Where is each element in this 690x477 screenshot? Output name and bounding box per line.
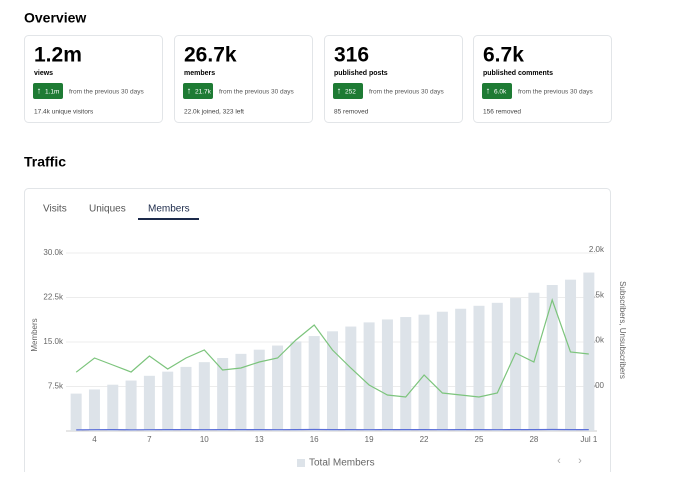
bar xyxy=(419,315,430,431)
stat-footer: 17.4k unique visitors xyxy=(34,109,94,116)
y-tick-label: 15.0k xyxy=(43,337,64,346)
y-tick-label: 30.0k xyxy=(43,248,64,257)
y-tick-label: 22.5k xyxy=(43,293,64,302)
bar xyxy=(510,298,521,431)
y2-tick-label: 2.0k xyxy=(589,245,605,254)
change-text: from the previous 30 days xyxy=(219,89,295,96)
tab-underline xyxy=(138,218,199,220)
change-text: from the previous 30 days xyxy=(518,89,594,96)
bar xyxy=(364,322,375,431)
bar xyxy=(382,319,393,431)
legend-label: Total Members xyxy=(309,458,375,469)
next-button[interactable]: › xyxy=(578,455,582,467)
badge-value: 1.1m xyxy=(45,89,59,96)
legend-swatch xyxy=(297,459,305,467)
bar xyxy=(107,385,118,431)
stat-value: 6.7k xyxy=(483,44,524,67)
x-tick-label: Jul 1 xyxy=(580,435,597,444)
bar xyxy=(400,317,411,431)
stat-value: 26.7k xyxy=(184,44,237,67)
bar xyxy=(327,331,338,431)
badge-value: 252 xyxy=(345,89,356,96)
badge-arrow: ↑ xyxy=(337,85,342,95)
badge-value: 6.0k xyxy=(494,89,507,96)
stat-label: members xyxy=(184,70,215,77)
section-title: Overview xyxy=(24,10,86,26)
bar xyxy=(492,303,503,431)
stat-value: 1.2m xyxy=(34,44,82,67)
badge-arrow: ↑ xyxy=(486,85,491,95)
stat-label: views xyxy=(34,70,53,77)
x-tick-label: 13 xyxy=(255,435,264,444)
x-tick-label: 4 xyxy=(92,435,97,444)
prev-button[interactable]: ‹ xyxy=(557,455,561,467)
bar xyxy=(199,362,210,431)
stat-value: 316 xyxy=(334,44,369,67)
bar xyxy=(583,273,594,431)
stat-label: published comments xyxy=(483,70,553,77)
y-axis-label: Members xyxy=(30,318,39,351)
x-tick-label: 19 xyxy=(365,435,374,444)
stat-footer: 22.0k joined, 323 left xyxy=(184,109,244,116)
bar xyxy=(565,280,576,431)
bar xyxy=(437,312,448,431)
badge-value: 21.7k xyxy=(195,89,212,96)
tab[interactable]: Uniques xyxy=(89,204,126,215)
change-text: from the previous 30 days xyxy=(69,89,145,96)
tab[interactable]: Visits xyxy=(43,204,67,215)
x-tick-label: 7 xyxy=(147,435,152,444)
x-tick-label: 16 xyxy=(310,435,319,444)
bar xyxy=(547,285,558,431)
stat-label: published posts xyxy=(334,70,388,77)
bar xyxy=(71,394,82,431)
badge-arrow: ↑ xyxy=(37,85,42,95)
x-tick-label: 22 xyxy=(420,435,429,444)
badge-arrow: ↑ xyxy=(187,85,192,95)
bar xyxy=(345,327,356,431)
stat-footer: 85 removed xyxy=(334,109,369,116)
bar xyxy=(290,341,301,431)
y-tick-label: 7.5k xyxy=(48,382,64,391)
y2-axis-label: Subscribers, Unsubscribers xyxy=(618,281,627,379)
bar xyxy=(235,354,246,431)
bar xyxy=(162,372,173,431)
bar xyxy=(455,309,466,431)
bar xyxy=(217,358,228,431)
bar xyxy=(144,376,155,431)
stat-footer: 156 removed xyxy=(483,109,521,116)
tab[interactable]: Members xyxy=(148,204,190,215)
x-tick-label: 25 xyxy=(475,435,484,444)
bar xyxy=(309,336,320,431)
change-text: from the previous 30 days xyxy=(369,89,445,96)
bar xyxy=(181,367,192,431)
section-title: Traffic xyxy=(24,154,66,170)
bar xyxy=(473,306,484,431)
bar xyxy=(126,381,137,431)
bar xyxy=(89,389,100,431)
x-tick-label: 28 xyxy=(529,435,538,444)
x-tick-label: 10 xyxy=(200,435,209,444)
